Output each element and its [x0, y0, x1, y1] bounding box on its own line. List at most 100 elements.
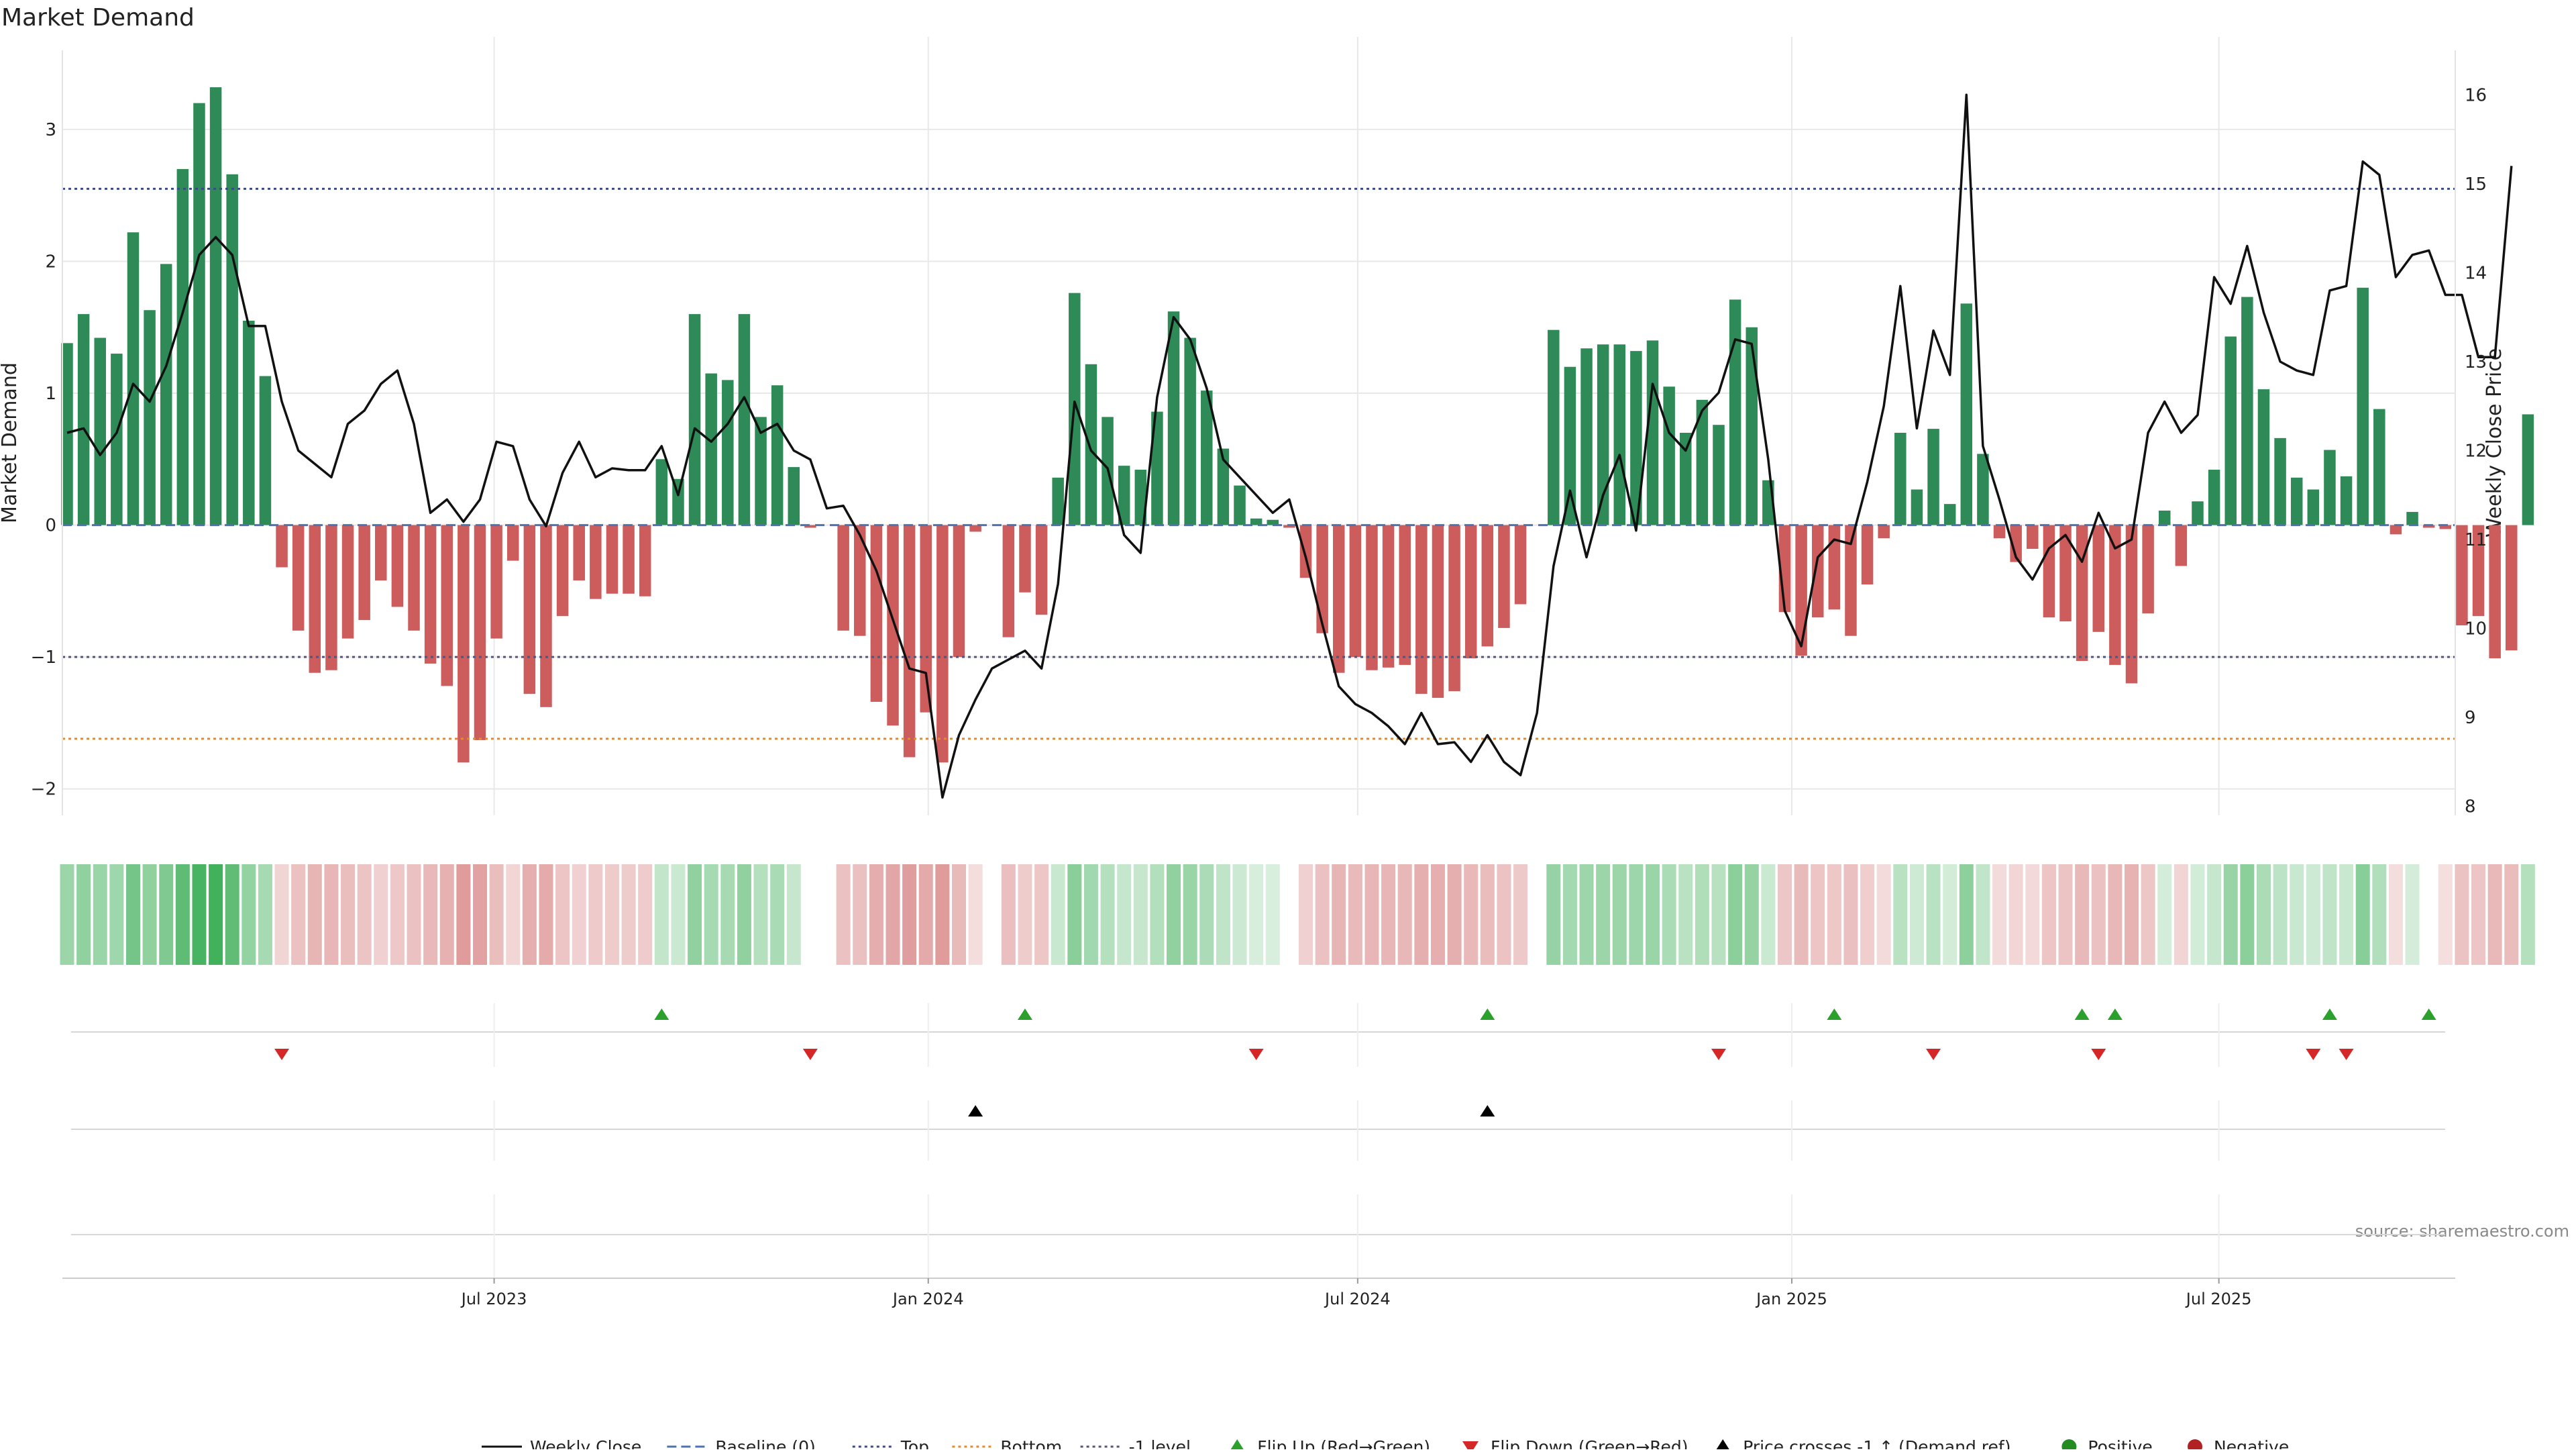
demand-bar	[160, 264, 172, 525]
y2-tick-label: 9	[2465, 708, 2476, 728]
flip-down-marker	[2306, 1049, 2320, 1060]
strip-cell	[126, 864, 140, 965]
strip-cell	[390, 864, 405, 965]
flip-down-marker	[2091, 1049, 2106, 1060]
strip-cell	[2174, 864, 2188, 965]
demand-bar	[292, 525, 305, 631]
strip-cell	[1051, 864, 1065, 965]
strip-cell	[1546, 864, 1560, 965]
strip-cell	[2190, 864, 2204, 965]
strip-cell	[1414, 864, 1428, 965]
demand-bar	[2093, 525, 2105, 632]
y2-tick-label: 14	[2465, 263, 2487, 283]
demand-bar	[2357, 288, 2369, 525]
strip-cell	[1613, 864, 1627, 965]
strip-cell	[935, 864, 949, 965]
demand-bar	[94, 338, 106, 525]
chart-title: Market Demand	[1, 4, 195, 32]
strip-cell	[1695, 864, 1709, 965]
strip-cell	[275, 864, 289, 965]
demand-bar	[2224, 337, 2237, 525]
demand-bar	[1713, 425, 1725, 525]
strip-cell	[605, 864, 619, 965]
strip-cell	[1761, 864, 1775, 965]
legend-label: Price crosses -1 ↑ (Demand ref)	[1743, 1437, 2010, 1449]
flip-up-marker	[654, 1008, 669, 1020]
strip-cell	[1992, 864, 2006, 965]
strip-cell	[456, 864, 470, 965]
demand-bar	[78, 314, 89, 525]
strip-cell	[1199, 864, 1214, 965]
demand-bar	[1663, 386, 1675, 525]
legend-item: Baseline (0)	[667, 1437, 815, 1449]
demand-bar	[1878, 525, 1890, 539]
y-tick-label: 2	[45, 252, 56, 272]
demand-bar	[276, 525, 288, 568]
strip-cell	[176, 864, 190, 965]
strip-cell	[490, 864, 504, 965]
legend-swatch	[1715, 1439, 1731, 1449]
x-tick-label: Jan 2024	[892, 1290, 964, 1308]
demand-bar	[2258, 389, 2270, 525]
demand-bar	[540, 525, 552, 707]
legend-swatch	[1462, 1441, 1479, 1449]
strip-cell	[2306, 864, 2320, 965]
strip-cell	[2059, 864, 2073, 965]
strip-cell	[671, 864, 685, 965]
strip-cell	[1563, 864, 1577, 965]
y2-tick-label: 15	[2465, 174, 2487, 195]
strip-cell	[1067, 864, 1081, 965]
demand-bar	[2324, 450, 2336, 525]
strip-cell	[2273, 864, 2288, 965]
strip-cell	[572, 864, 586, 965]
strip-cell	[2224, 864, 2238, 965]
strip-cell	[1266, 864, 1280, 965]
y2-tick-label: 16	[2465, 85, 2487, 105]
flip-down-marker	[803, 1049, 818, 1060]
demand-bar	[1498, 525, 1510, 628]
strip-cell	[423, 864, 437, 965]
strip-cell	[258, 864, 272, 965]
strip-cell	[2504, 864, 2518, 965]
legend-swatch	[2188, 1439, 2202, 1449]
strip-cell	[588, 864, 602, 965]
demand-bar	[2489, 525, 2501, 659]
y-tick-label: 0	[45, 516, 56, 536]
strip-cell	[473, 864, 487, 965]
strip-cell	[754, 864, 768, 965]
demand-bar	[656, 459, 668, 525]
strip-cell	[1183, 864, 1197, 965]
demand-bar	[573, 525, 585, 581]
demand-bar	[1333, 525, 1345, 673]
strip-cell	[1117, 864, 1131, 965]
demand-bar	[127, 232, 140, 525]
strip-cell	[2521, 864, 2535, 965]
strip-cell	[2356, 864, 2370, 965]
strip-cell	[1481, 864, 1495, 965]
demand-bar	[193, 103, 205, 525]
strip-cell	[555, 864, 570, 965]
demand-bar	[1234, 486, 1246, 525]
demand-bar	[1003, 525, 1015, 637]
demand-bar	[1366, 525, 1378, 670]
demand-bar	[1614, 344, 1626, 525]
legend-label: Positive	[2088, 1437, 2152, 1449]
demand-bar	[1862, 525, 1874, 584]
demand-bar	[177, 169, 189, 525]
demand-bar	[2027, 525, 2039, 549]
strip-cell	[1018, 864, 1032, 965]
strip-cell	[902, 864, 916, 965]
strip-cell	[2075, 864, 2089, 965]
demand-bar	[1944, 504, 1956, 525]
strip-cell	[704, 864, 718, 965]
demand-bar	[1465, 525, 1477, 659]
strip-cell	[2290, 864, 2304, 965]
demand-bar	[1399, 525, 1411, 665]
strip-cell	[1662, 864, 1676, 965]
strip-cell	[76, 864, 91, 965]
legend-item: Positive	[2061, 1437, 2152, 1449]
demand-bar	[226, 174, 238, 525]
demand-bar	[408, 525, 420, 631]
weekly-close-line	[67, 95, 2512, 797]
strip-cell	[2092, 864, 2106, 965]
